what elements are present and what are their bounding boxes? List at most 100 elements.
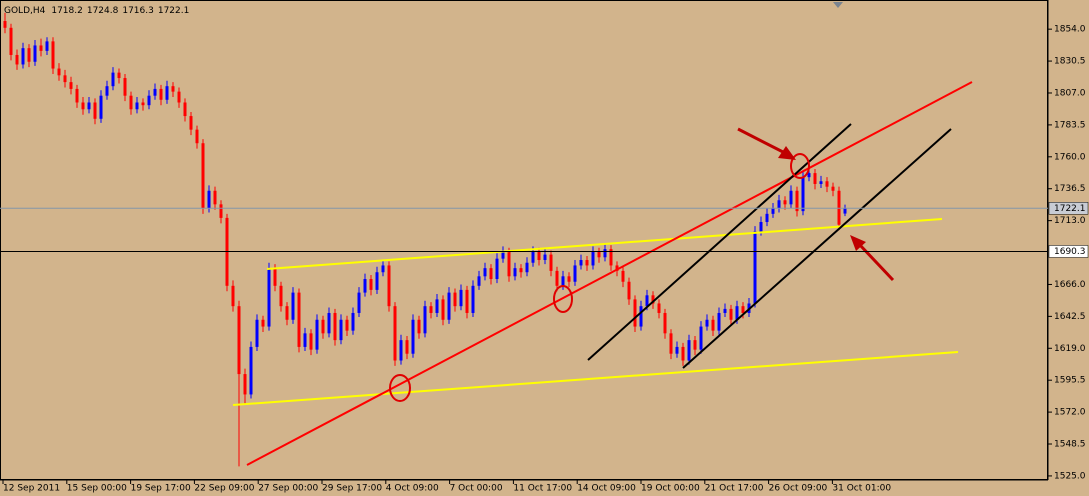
candle-body (147, 95, 151, 106)
candle-body (765, 213, 769, 222)
candle-body (393, 306, 397, 361)
candle-body (615, 265, 619, 271)
candle-body (141, 102, 145, 106)
candle-body (3, 21, 7, 28)
x-tick-label: 7 Oct 00:00 (450, 484, 503, 494)
candle-body (219, 204, 223, 218)
candle-body (627, 281, 631, 300)
candle-body (231, 285, 235, 307)
candle-body (21, 48, 25, 65)
candle-body (369, 279, 373, 290)
candle-body (483, 268, 487, 277)
candle-body (399, 340, 403, 361)
candle-body (735, 306, 739, 320)
candle-body (507, 251, 511, 277)
candle-body (345, 319, 349, 331)
candle-body (543, 254, 547, 261)
candle-body (33, 45, 37, 62)
candle-body (411, 319, 415, 354)
y-tick-label: 1807.0 (1054, 88, 1086, 98)
candle-body (729, 308, 733, 320)
candle-body (477, 276, 481, 286)
y-tick-label: 1783.5 (1054, 120, 1086, 130)
trend-line (246, 81, 973, 466)
x-tick-label: 21 Oct 17:00 (705, 484, 764, 494)
price-label: 1722.1 (1054, 204, 1086, 214)
candle-body (9, 27, 13, 55)
x-tick-label: 22 Sep 09:00 (194, 484, 254, 494)
candle-body (93, 102, 97, 119)
candle-body (429, 306, 433, 313)
candle-body (39, 45, 43, 51)
candle-body (333, 312, 337, 341)
price-label-box (1048, 245, 1089, 258)
channel-line-upper (266, 218, 943, 270)
y-tick-label: 1548.5 (1054, 440, 1086, 450)
candle-body (213, 190, 217, 205)
arrow (737, 127, 786, 155)
candle-body (261, 319, 265, 327)
close-value: 1722.1 (158, 6, 190, 16)
candle-body (243, 374, 247, 395)
candle-body (237, 306, 241, 375)
candle-body (489, 268, 493, 280)
candle-body (99, 95, 103, 119)
candle-body (759, 221, 763, 232)
candle-body (789, 190, 793, 205)
candle-body (315, 319, 319, 350)
y-tick-label: 1642.5 (1054, 312, 1086, 322)
x-tick-label: 29 Sep 17:00 (322, 484, 382, 494)
symbol: GOLD,H4 (4, 6, 46, 16)
x-tick-label: 11 Oct 17:00 (513, 484, 572, 494)
candle-body (783, 200, 787, 205)
candle-body (621, 270, 625, 282)
candle-body (531, 251, 535, 263)
candle-body (291, 292, 295, 320)
y-tick-label: 1760.0 (1054, 152, 1086, 162)
candle-body (57, 68, 61, 76)
candle-body (549, 254, 553, 271)
arrow (857, 242, 895, 282)
candle-body (27, 48, 31, 62)
channel-line-lower (232, 351, 959, 406)
candle-body (837, 190, 841, 225)
candle-body (795, 190, 799, 212)
y-tick-label: 1854.0 (1054, 25, 1086, 35)
candle-body (267, 268, 271, 327)
candle-body (129, 95, 133, 110)
candle-body (321, 319, 325, 334)
candle-body (303, 333, 307, 347)
candle-body (135, 102, 139, 110)
candle-body (327, 312, 331, 334)
candle-body (471, 285, 475, 313)
candle-body (513, 268, 517, 277)
candle-body (669, 333, 673, 354)
candle-body (81, 102, 85, 110)
x-tick-label: 19 Oct 00:00 (641, 484, 700, 494)
candle-body (249, 346, 253, 395)
price-label-box (1048, 202, 1089, 215)
candle-body (465, 289, 469, 313)
shift-marker (833, 2, 843, 8)
candle-body (639, 306, 643, 327)
candle-body (87, 102, 91, 110)
candle-body (255, 319, 259, 347)
candle-body (297, 292, 301, 347)
candle-body (567, 276, 571, 282)
y-tick-label: 1595.5 (1054, 376, 1086, 386)
candle-body (69, 82, 73, 89)
candle-body (45, 41, 49, 51)
candle-body (777, 200, 781, 209)
open-value: 1718.2 (51, 6, 83, 16)
candle-body (207, 190, 211, 209)
candle-body (723, 308, 727, 313)
candle-body (459, 289, 463, 307)
arrow-head (778, 146, 796, 160)
candle-body (153, 88, 157, 96)
candle-body (705, 319, 709, 327)
y-tick-label: 1830.5 (1054, 57, 1086, 67)
candle-body (831, 186, 835, 191)
x-tick-label: 12 Sep 2011 (3, 484, 60, 494)
candle-body (75, 88, 79, 103)
candle-body (537, 251, 541, 261)
